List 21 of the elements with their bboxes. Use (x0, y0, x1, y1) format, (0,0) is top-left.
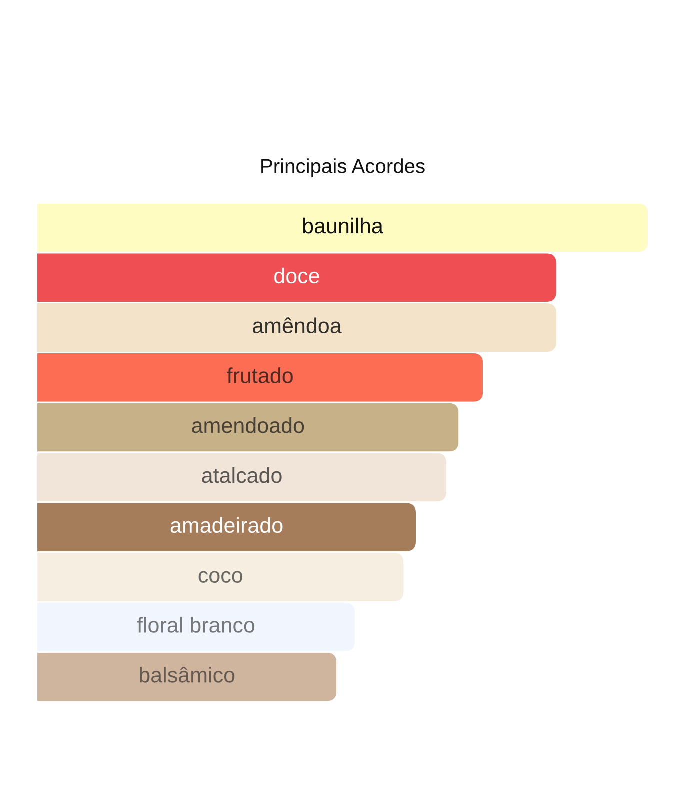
y-tick-label: coco (198, 571, 242, 584)
y-tick-label: amêndoa (252, 318, 342, 334)
y-tick-label: atalcado (202, 467, 282, 484)
y-tick-label: amadeirado (170, 517, 283, 534)
bar (38, 304, 556, 352)
y-tick-label: balsâmico (140, 666, 235, 683)
y-tick-label: baunilha (303, 218, 384, 234)
bar (38, 602, 355, 652)
bar (38, 254, 556, 302)
y-tick-label: floral branco (137, 617, 255, 633)
bar (38, 553, 404, 602)
chart-title: Principais Acordes (262, 158, 425, 178)
y-tick-label: frutado (227, 368, 293, 384)
bar (38, 652, 337, 702)
bar (38, 453, 447, 502)
bar (38, 353, 484, 402)
y-tick-label: amendoado (192, 418, 304, 434)
bar (38, 503, 416, 552)
bar (38, 204, 648, 252)
bar (38, 403, 459, 452)
y-tick-label: doce (274, 268, 320, 284)
